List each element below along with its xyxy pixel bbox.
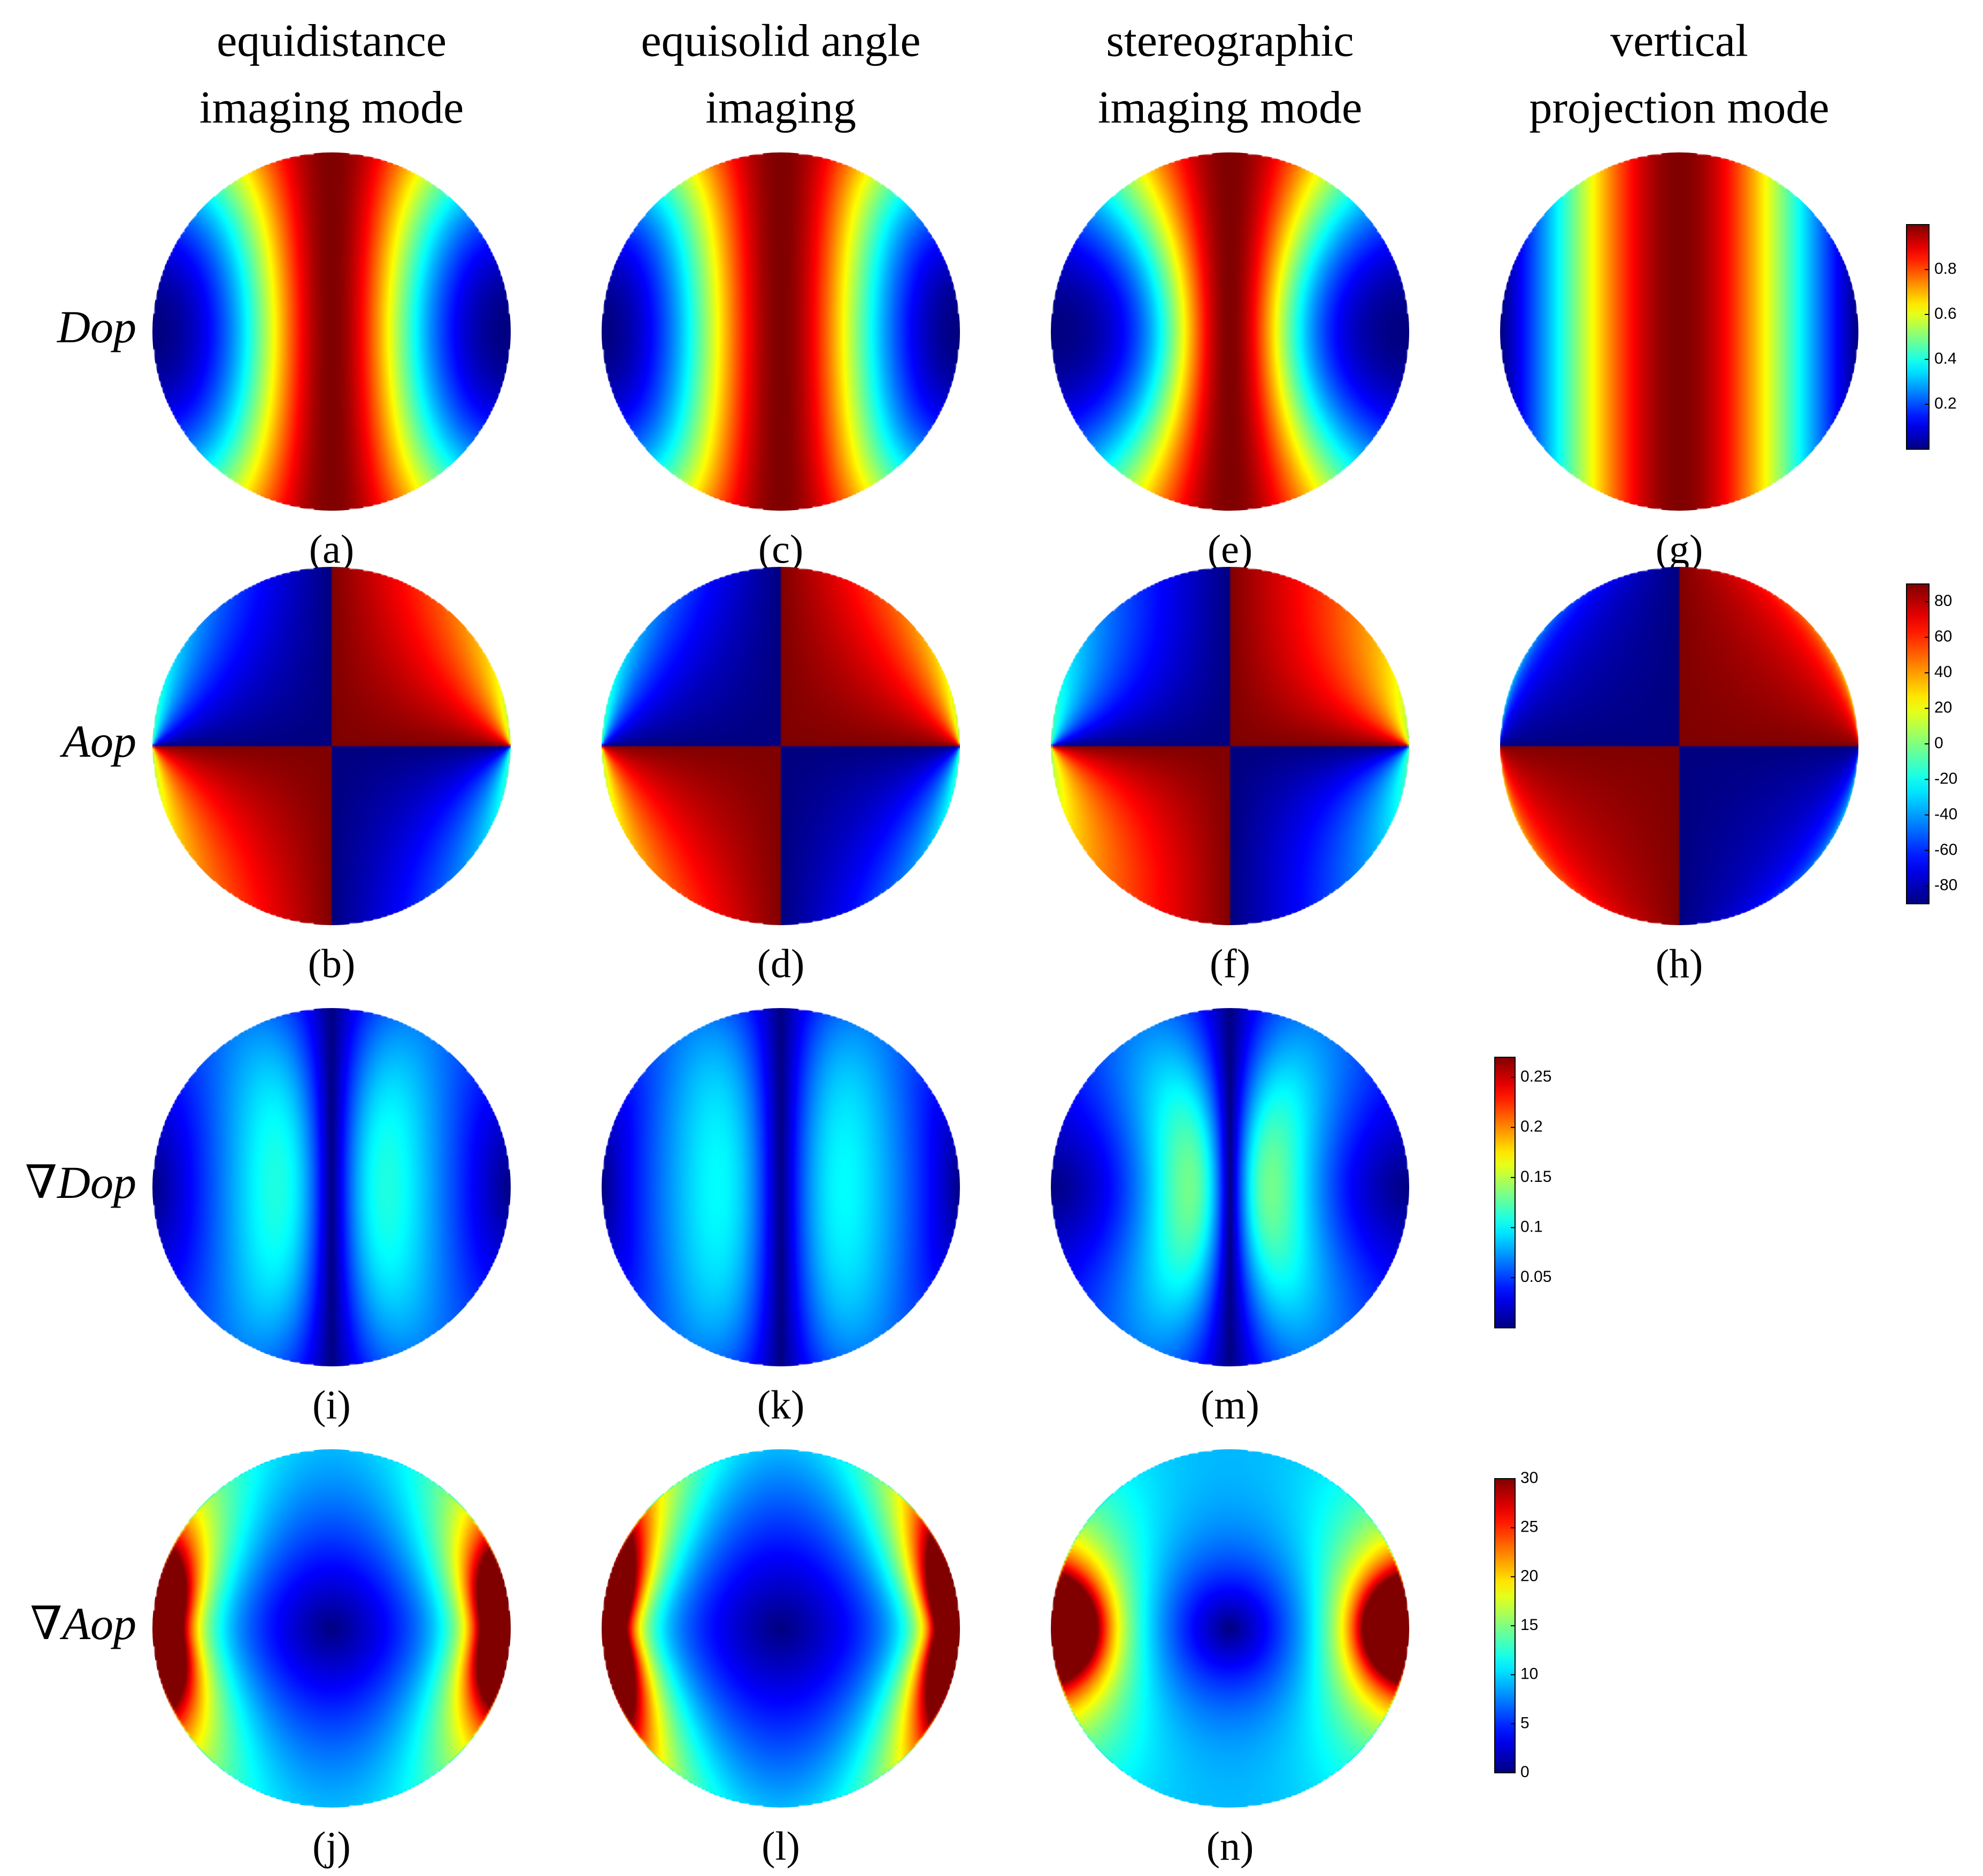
colorbar-aop: -80 -60 -40 -20 0 20 40 60 80 bbox=[1906, 583, 1957, 904]
column-title-equisolid-line-2: imaging bbox=[705, 82, 856, 133]
panel-label-dop-equidistance: (a) bbox=[309, 527, 354, 572]
colorbar-dop-tick-label-0: 0.2 bbox=[1934, 395, 1957, 412]
heatmap-aop-vertical bbox=[1500, 567, 1858, 925]
colorbar-gaop-tick-label-0: 0 bbox=[1520, 1763, 1529, 1781]
colorbar-aop-tick-label-3: -20 bbox=[1934, 770, 1957, 787]
heatmap-gdop-equidistance bbox=[152, 1008, 511, 1366]
panel-label-gdop-stereographic: (m) bbox=[1201, 1382, 1259, 1427]
colorbar-dop-tick-label-1: 0.4 bbox=[1934, 350, 1957, 367]
row-label-dop: Dop bbox=[57, 301, 136, 352]
panel-gdop-stereographic: (m) bbox=[1051, 1008, 1409, 1427]
column-title-equidistance-line-2: imaging mode bbox=[199, 82, 464, 133]
heatmap-gaop-stereographic bbox=[1051, 1449, 1409, 1808]
panels: (a) (c) (e) (g) (b) (d) (f) (h) (i) (k) (m) (j) (l) (… bbox=[152, 152, 1858, 1869]
panel-dop-stereographic: (e) bbox=[1051, 152, 1409, 572]
colorbar-gaop-tick-label-5: 25 bbox=[1520, 1518, 1538, 1536]
row-label-gdop: ∇Dop bbox=[25, 1157, 136, 1208]
colorbar-dop-tick-label-3: 0.8 bbox=[1934, 260, 1957, 278]
panel-label-aop-equidistance: (b) bbox=[308, 941, 356, 986]
panel-gdop-equisolid: (k) bbox=[602, 1008, 960, 1427]
row-label-gdop-nabla: ∇ bbox=[25, 1157, 57, 1208]
panel-aop-equisolid: (d) bbox=[602, 567, 960, 986]
column-title-stereographic-line-1: stereographic bbox=[1106, 15, 1354, 66]
row-label-dop-text: Dop bbox=[57, 301, 136, 352]
column-title-equidistance-line-1: equidistance bbox=[217, 15, 447, 66]
colorbar-gdop-bar bbox=[1494, 1057, 1516, 1328]
colorbar-gaop-tick-label-2: 10 bbox=[1520, 1665, 1538, 1683]
colorbar-gdop-tick-label-2: 0.15 bbox=[1520, 1168, 1551, 1186]
colorbars: 0.2 0.4 0.6 0.8 -80 -60 -40 -20 0 20 40 60 80 0.05 0.1… bbox=[1494, 224, 1957, 1781]
column-title-vertical-line-1: vertical bbox=[1610, 15, 1748, 66]
heatmap-aop-equidistance bbox=[152, 567, 511, 925]
panel-gdop-equidistance: (i) bbox=[152, 1008, 511, 1427]
panel-label-gaop-equidistance: (j) bbox=[312, 1824, 351, 1869]
heatmap-dop-stereographic bbox=[1051, 152, 1409, 511]
colorbar-gdop-tick-label-0: 0.05 bbox=[1520, 1268, 1551, 1286]
column-title-vertical-line-2: projection mode bbox=[1529, 82, 1829, 133]
colorbar-dop-tick-label-2: 0.6 bbox=[1934, 305, 1957, 322]
panel-label-gaop-equisolid: (l) bbox=[762, 1824, 800, 1869]
colorbar-aop-tick-label-0: -80 bbox=[1934, 877, 1957, 894]
panel-gaop-equisolid: (l) bbox=[602, 1449, 960, 1869]
column-title-equisolid-line-1: equisolid angle bbox=[641, 15, 920, 66]
heatmap-aop-equisolid bbox=[602, 567, 960, 925]
panel-label-gdop-equisolid: (k) bbox=[757, 1382, 805, 1427]
colorbar-aop-tick-label-1: -60 bbox=[1934, 841, 1957, 858]
panel-label-dop-vertical: (g) bbox=[1656, 527, 1703, 572]
panel-label-gdop-equidistance: (i) bbox=[312, 1382, 351, 1427]
colorbar-gaop-tick-label-1: 5 bbox=[1520, 1714, 1529, 1732]
colorbar-gaop-tick-label-6: 30 bbox=[1520, 1469, 1538, 1487]
colorbar-aop-tick-label-4: 0 bbox=[1934, 734, 1943, 752]
colorbar-aop-tick-label-5: 20 bbox=[1934, 698, 1952, 716]
panel-dop-vertical: (g) bbox=[1500, 152, 1858, 572]
colorbar-gdop-tick-label-1: 0.1 bbox=[1520, 1218, 1543, 1236]
panel-label-aop-equisolid: (d) bbox=[757, 941, 805, 986]
row-label-aop: Aop bbox=[59, 716, 136, 767]
heatmap-gaop-equidistance bbox=[152, 1449, 511, 1808]
colorbar-gaop-tick-label-3: 15 bbox=[1520, 1616, 1538, 1634]
panel-gaop-stereographic: (n) bbox=[1051, 1449, 1409, 1869]
panel-dop-equisolid: (c) bbox=[602, 152, 960, 572]
panel-label-aop-vertical: (h) bbox=[1656, 941, 1703, 986]
colorbar-aop-tick-label-6: 40 bbox=[1934, 663, 1952, 681]
panel-gaop-equidistance: (j) bbox=[152, 1449, 511, 1869]
row-label-gaop-nabla: ∇ bbox=[30, 1598, 62, 1649]
row-label-gaop-text: Aop bbox=[59, 1598, 136, 1649]
colorbar-gdop: 0.05 0.1 0.15 0.2 0.25 bbox=[1494, 1057, 1551, 1328]
heatmap-gaop-equisolid bbox=[602, 1449, 960, 1808]
heatmap-dop-equisolid bbox=[602, 152, 960, 511]
colorbar-gaop-tick-label-4: 20 bbox=[1520, 1567, 1538, 1585]
colorbar-aop-tick-label-8: 80 bbox=[1934, 592, 1952, 610]
heatmap-dop-equidistance bbox=[152, 152, 511, 511]
colorbar-aop-tick-label-7: 60 bbox=[1934, 628, 1952, 645]
panel-label-dop-stereographic: (e) bbox=[1208, 527, 1252, 572]
panel-aop-stereographic: (f) bbox=[1051, 567, 1409, 986]
heatmap-aop-stereographic bbox=[1051, 567, 1409, 925]
panel-label-gaop-stereographic: (n) bbox=[1206, 1824, 1254, 1869]
panel-dop-equidistance: (a) bbox=[152, 152, 511, 572]
heatmap-gdop-stereographic bbox=[1051, 1008, 1409, 1366]
row-label-aop-text: Aop bbox=[59, 716, 136, 767]
colorbar-gaop: 0 5 10 15 20 25 30 bbox=[1494, 1469, 1538, 1781]
row-label-gaop: ∇Aop bbox=[30, 1598, 136, 1649]
colorbar-dop-bar bbox=[1906, 224, 1930, 450]
column-title-stereographic-line-2: imaging mode bbox=[1098, 82, 1362, 133]
colorbar-aop-tick-label-2: -40 bbox=[1934, 805, 1957, 823]
colorbar-dop: 0.2 0.4 0.6 0.8 bbox=[1906, 224, 1957, 450]
panel-aop-vertical: (h) bbox=[1500, 567, 1858, 986]
column-titles: equidistance imaging mode equisolid angle i… bbox=[199, 15, 1830, 133]
heatmap-dop-vertical bbox=[1500, 152, 1858, 511]
panel-label-aop-stereographic: (f) bbox=[1210, 941, 1250, 986]
panel-label-dop-equisolid: (c) bbox=[758, 527, 803, 572]
heatmap-gdop-equisolid bbox=[602, 1008, 960, 1366]
colorbar-gdop-tick-label-4: 0.25 bbox=[1520, 1067, 1551, 1085]
colorbar-gdop-tick-label-3: 0.2 bbox=[1520, 1118, 1543, 1135]
row-label-gdop-text: Dop bbox=[57, 1157, 136, 1208]
panel-aop-equidistance: (b) bbox=[152, 567, 511, 986]
